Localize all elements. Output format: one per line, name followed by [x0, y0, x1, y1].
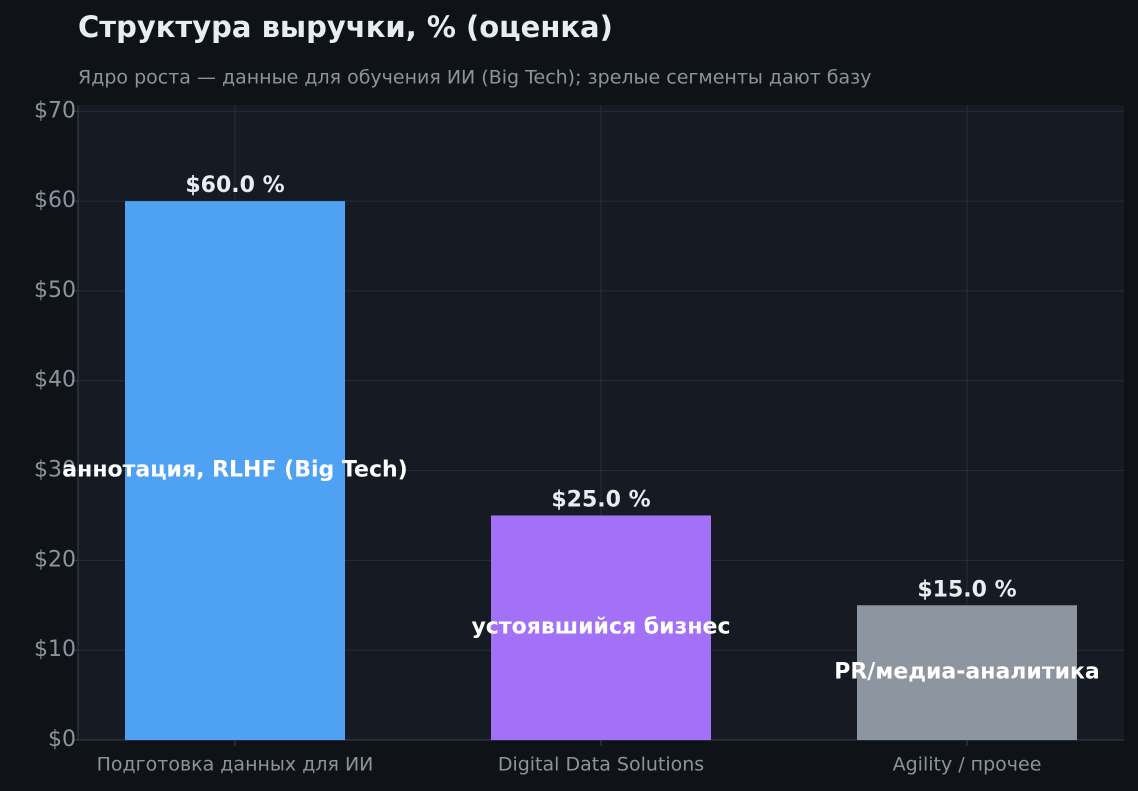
y-tick-label: $50 [34, 278, 76, 303]
y-tick-label: $40 [34, 368, 76, 393]
bar [857, 605, 1077, 740]
bar-annotation: PR/медиа-аналитика [834, 660, 1100, 685]
bar [125, 201, 345, 740]
y-tick-label: $70 [34, 98, 76, 123]
bar [491, 515, 711, 740]
y-tick-label: $20 [34, 547, 76, 572]
chart-title: Структура выручки, % (оценка) [78, 10, 613, 44]
y-tick-label: $10 [34, 637, 76, 662]
y-tick-label: $0 [48, 727, 76, 752]
x-tick-label: Подготовка данных для ИИ [97, 754, 374, 776]
chart-subtitle: Ядро роста — данные для обучения ИИ (Big… [78, 67, 872, 89]
value-label: $15.0 % [917, 577, 1016, 602]
y-tick-label: $60 [34, 188, 76, 213]
value-label: $60.0 % [185, 173, 284, 198]
x-tick-label: Agility / прочее [893, 754, 1042, 776]
x-tick-label: Digital Data Solutions [498, 754, 704, 776]
value-label: $25.0 % [551, 487, 650, 512]
y-tick-label: $30 [34, 458, 76, 483]
bar-annotation: аннотация, RLHF (Big Tech) [62, 458, 407, 483]
bar-annotation: устоявшийся бизнес [471, 615, 730, 640]
